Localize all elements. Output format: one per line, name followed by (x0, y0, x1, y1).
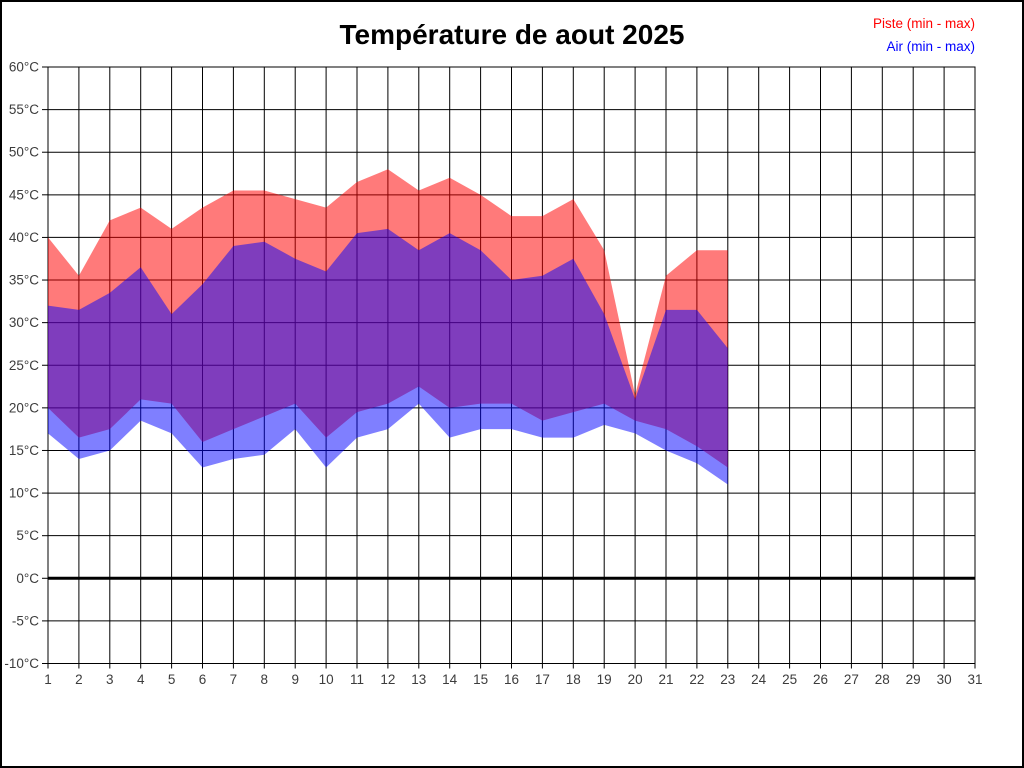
x-axis-label: 24 (751, 672, 767, 687)
y-axis-label: 20°C (9, 400, 39, 415)
legend-item-air: Air (min - max) (886, 38, 976, 54)
x-axis-labels: 1 2 3 4 5 6 7 8 9 10 11 12 13 14 15 16 17 18 19 20 21 22 23 24 2… (44, 672, 982, 687)
y-axis-label: 25°C (9, 358, 39, 373)
air-band (48, 228, 728, 485)
y-axis-label: 30°C (9, 315, 39, 330)
y-axis-label: 40°C (9, 230, 39, 245)
x-axis-label: 27 (844, 672, 859, 687)
y-axis-labels: 60°C 55°C 50°C 45°C 40°C 35°C 30°C 25°C 20°C 15°C… (4, 60, 39, 672)
x-axis-label: 29 (906, 672, 921, 687)
chart-title: Température de aout 2025 (339, 19, 685, 50)
y-axis-label: 15°C (9, 443, 39, 458)
y-axis-label: 60°C (9, 60, 39, 75)
x-axis-label: 12 (380, 672, 395, 687)
x-axis-label: 21 (658, 672, 673, 687)
legend: Piste (min - max) Air (min - max) (873, 13, 975, 58)
x-axis-label: 13 (411, 672, 426, 687)
x-axis-label: 31 (967, 672, 982, 687)
x-axis-label: 16 (504, 672, 519, 687)
x-axis-label: 6 (199, 672, 207, 687)
x-axis-label: 26 (813, 672, 828, 687)
legend-item-piste: Piste (min - max) (872, 16, 975, 31)
x-axis-label: 5 (168, 672, 176, 687)
y-axis-label: 55°C (9, 102, 39, 117)
x-axis-label: 28 (875, 672, 890, 687)
x-axis-label: 14 (442, 672, 458, 687)
x-axis-label: 30 (937, 672, 952, 687)
x-axis-label: 3 (106, 672, 114, 687)
y-axis-label: 0°C (16, 571, 39, 586)
x-axis-label: 2 (75, 672, 83, 687)
y-axis-label: -5°C (12, 613, 39, 628)
x-axis-label: 20 (628, 672, 643, 687)
x-axis-label: 8 (261, 672, 269, 687)
x-axis-label: 9 (291, 672, 299, 687)
x-axis-label: 25 (782, 672, 797, 687)
x-axis-label: 4 (137, 672, 145, 687)
y-axis-label: 5°C (16, 528, 39, 543)
x-axis-label: 11 (350, 672, 364, 687)
x-axis-label: 18 (566, 672, 581, 687)
y-axis-label: -10°C (4, 656, 39, 671)
x-axis-label: 22 (689, 672, 704, 687)
x-axis-label: 7 (230, 672, 238, 687)
x-axis-label: 17 (535, 672, 550, 687)
x-axis-label: 19 (597, 672, 612, 687)
x-axis-label: 10 (319, 672, 334, 687)
y-axis-label: 45°C (9, 187, 39, 202)
y-axis-label: 50°C (9, 145, 39, 160)
x-axis-label: 15 (473, 672, 488, 687)
y-axis-label: 35°C (9, 273, 39, 288)
x-axis-label: 23 (720, 672, 735, 687)
y-axis-label: 10°C (9, 486, 39, 501)
x-axis-label: 1 (44, 672, 52, 687)
